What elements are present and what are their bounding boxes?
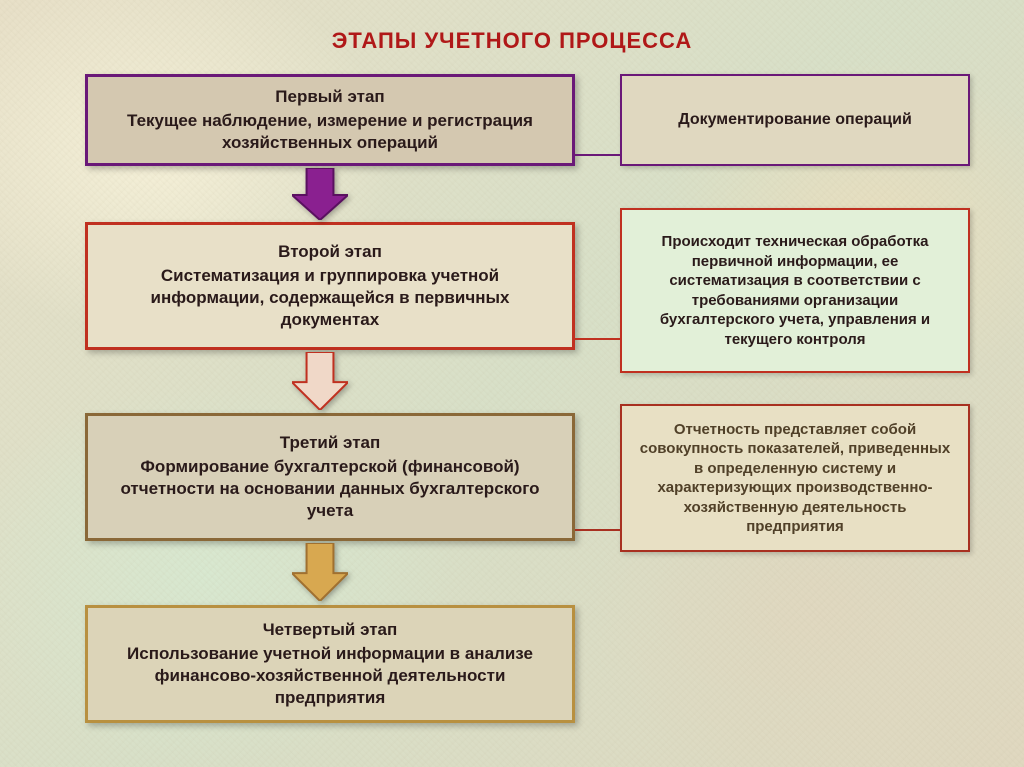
- stage-2-box: Второй этап Систематизация и группировка…: [85, 222, 575, 350]
- connector-1: [575, 154, 620, 156]
- side-2-text: Происходит техническая обработка первичн…: [636, 232, 954, 349]
- stage-4-box: Четвертый этап Использование учетной инф…: [85, 605, 575, 723]
- stage-2-body: Систематизация и группировка учетной инф…: [102, 265, 558, 331]
- stage-3-body: Формирование бухгалтерской (финансовой) …: [102, 456, 558, 522]
- diagram-title: ЭТАПЫ УЧЕТНОГО ПРОЦЕССА: [0, 28, 1024, 54]
- stage-3-box: Третий этап Формирование бухгалтерской (…: [85, 413, 575, 541]
- arrow-1-to-2: [292, 168, 348, 220]
- side-3-box: Отчетность представляет собой совокупнос…: [620, 404, 970, 552]
- arrow-2-to-3: [292, 352, 348, 410]
- stage-1-body: Текущее наблюдение, измерение и регистра…: [102, 110, 558, 154]
- side-1-box: Документирование операций: [620, 74, 970, 166]
- stage-1-title: Первый этап: [275, 86, 384, 108]
- stage-4-body: Использование учетной информации в анали…: [102, 643, 558, 709]
- stage-2-title: Второй этап: [278, 241, 382, 263]
- side-1-text: Документирование операций: [678, 110, 912, 131]
- stage-3-title: Третий этап: [280, 432, 381, 454]
- side-3-text: Отчетность представляет собой совокупнос…: [636, 420, 954, 537]
- arrow-3-to-4: [292, 543, 348, 601]
- side-2-box: Происходит техническая обработка первичн…: [620, 208, 970, 373]
- connector-3: [575, 529, 620, 531]
- connector-2: [575, 338, 620, 340]
- stage-1-box: Первый этап Текущее наблюдение, измерени…: [85, 74, 575, 166]
- stage-4-title: Четвертый этап: [263, 619, 398, 641]
